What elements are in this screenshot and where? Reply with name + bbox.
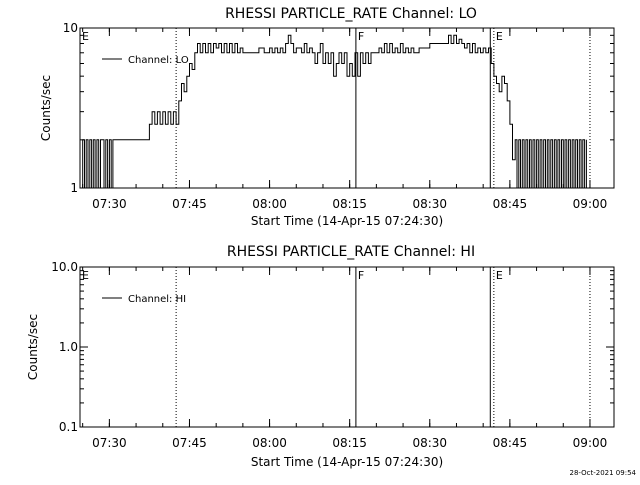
lo-x-tick-label: 08:15 [332,197,367,211]
hi-chart-title: RHESSI PARTICLE_RATE Channel: HI [227,244,475,260]
hi-legend-label: Channel: HI [128,294,186,305]
hi-y-tick-label: 0.1 [59,420,78,434]
hi-channel-panel: RHESSI PARTICLE_RATE Channel: HI Counts/… [26,244,615,469]
hi-x-tick-label: 08:45 [493,436,528,450]
lo-marks: 07:30 07:45 08:00 08:15 08:30 08:45 09:00 1 10 E F… [63,21,614,211]
lo-channel-panel: RHESSI PARTICLE_RATE Channel: LO Counts/… [39,6,615,228]
hi-event-marker-label: E [496,269,503,282]
hi-x-tick-label: 08:00 [252,436,287,450]
lo-series-line [80,34,587,189]
hi-y-tick-label: 1.0 [59,340,78,354]
lo-legend-label: Channel: LO [128,55,189,66]
lo-y-tick-label: 10 [63,21,78,35]
lo-chart-title: RHESSI PARTICLE_RATE Channel: LO [225,6,477,22]
lo-event-marker-label: F [358,30,364,43]
hi-x-tick-label: 09:00 [573,436,608,450]
hi-event-marker-label: F [358,269,364,282]
hi-marks: 07:30 07:45 08:00 08:15 08:30 08:45 09:00 0.1 1.… [51,260,614,450]
lo-x-tick-label: 08:00 [252,197,287,211]
hi-x-tick-label: 08:30 [412,436,447,450]
hi-y-axis-label: Counts/sec [26,314,40,380]
lo-y-axis-label: Counts/sec [39,75,53,141]
hi-x-tick-label: 07:30 [92,436,127,450]
hi-event-marker-label: E [82,269,89,282]
footer-timestamp: 28-Oct-2021 09:54 [570,469,637,477]
lo-event-marker-label: E [496,30,503,43]
hi-x-tick-label: 08:15 [332,436,367,450]
lo-x-tick-label: 08:30 [412,197,447,211]
hi-x-tick-label: 07:45 [172,436,207,450]
lo-plot-frame [79,27,615,189]
lo-y-tick-label: 1 [70,181,78,195]
lo-x-tick-label: 07:45 [172,197,207,211]
lo-x-tick-label: 07:30 [92,197,127,211]
lo-x-tick-label: 08:45 [493,197,528,211]
hi-y-tick-label: 10.0 [51,260,78,274]
lo-x-tick-label: 09:00 [573,197,608,211]
lo-event-marker-label: E [82,30,89,43]
hi-plot-frame [79,266,615,428]
hi-x-axis-label: Start Time (14-Apr-15 07:24:30) [251,455,443,469]
lo-x-axis-label: Start Time (14-Apr-15 07:24:30) [251,214,443,228]
